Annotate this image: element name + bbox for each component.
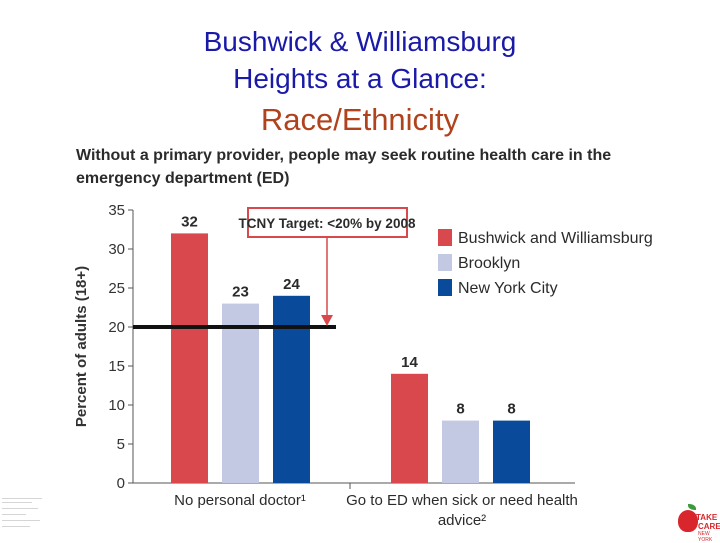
bar-value-label: 8 xyxy=(507,401,515,418)
legend-swatch xyxy=(438,279,452,296)
x-category-label-line-1: Go to ED when sick or need health xyxy=(346,492,578,509)
legend-label: New York City xyxy=(458,280,558,297)
chart-title: Without a primary provider, people may s… xyxy=(76,147,612,187)
y-tick-label: 35 xyxy=(108,202,125,219)
logo-text-care: CARE xyxy=(698,522,720,531)
bar xyxy=(493,420,530,483)
y-tick-label: 10 xyxy=(108,397,125,414)
bar-value-label: 8 xyxy=(456,401,464,418)
slide-title-line-2: Heights at a Glance: xyxy=(233,63,487,94)
y-tick-label: 15 xyxy=(108,358,125,375)
bar-value-label: 24 xyxy=(283,276,300,293)
y-tick-label: 5 xyxy=(117,436,125,453)
logo-text-take: TAKE xyxy=(696,513,718,522)
apple-icon xyxy=(678,510,698,532)
legend-swatch xyxy=(438,229,452,246)
legend-label: Brooklyn xyxy=(458,255,520,272)
bar-value-label: 23 xyxy=(232,284,249,301)
bar-value-label: 14 xyxy=(401,354,418,371)
legend-label: Bushwick and Williamsburg xyxy=(458,230,653,247)
bar xyxy=(171,233,208,483)
slide-subtitle: Race/Ethnicity xyxy=(260,102,460,137)
leaf-icon xyxy=(688,504,696,510)
target-arrow-head xyxy=(321,315,333,326)
bar xyxy=(391,373,428,483)
bar xyxy=(222,303,259,483)
slide-thumbnail-artifact xyxy=(2,496,48,530)
y-tick-label: 25 xyxy=(108,280,125,297)
y-axis-label: Percent of adults (18+) xyxy=(73,266,90,427)
x-category-label-line-2: advice² xyxy=(438,512,486,529)
take-care-new-york-logo: TAKE CARE NEW YORK xyxy=(676,504,720,543)
slide-title-line-1: Bushwick & Williamsburg xyxy=(203,26,517,57)
y-tick-label: 0 xyxy=(117,475,125,492)
target-callout-label: TCNY Target: <20% by 2008 xyxy=(239,216,416,231)
bar xyxy=(442,420,479,483)
target-callout-box xyxy=(247,207,408,238)
logo-text-new-york: NEW YORK xyxy=(698,531,713,543)
bar-value-label: 32 xyxy=(181,213,198,230)
y-tick-label: 20 xyxy=(108,319,125,336)
y-tick-label: 30 xyxy=(108,241,125,258)
bar xyxy=(273,295,310,483)
x-category-label: No personal doctor¹ xyxy=(174,492,306,509)
legend-swatch xyxy=(438,254,452,271)
